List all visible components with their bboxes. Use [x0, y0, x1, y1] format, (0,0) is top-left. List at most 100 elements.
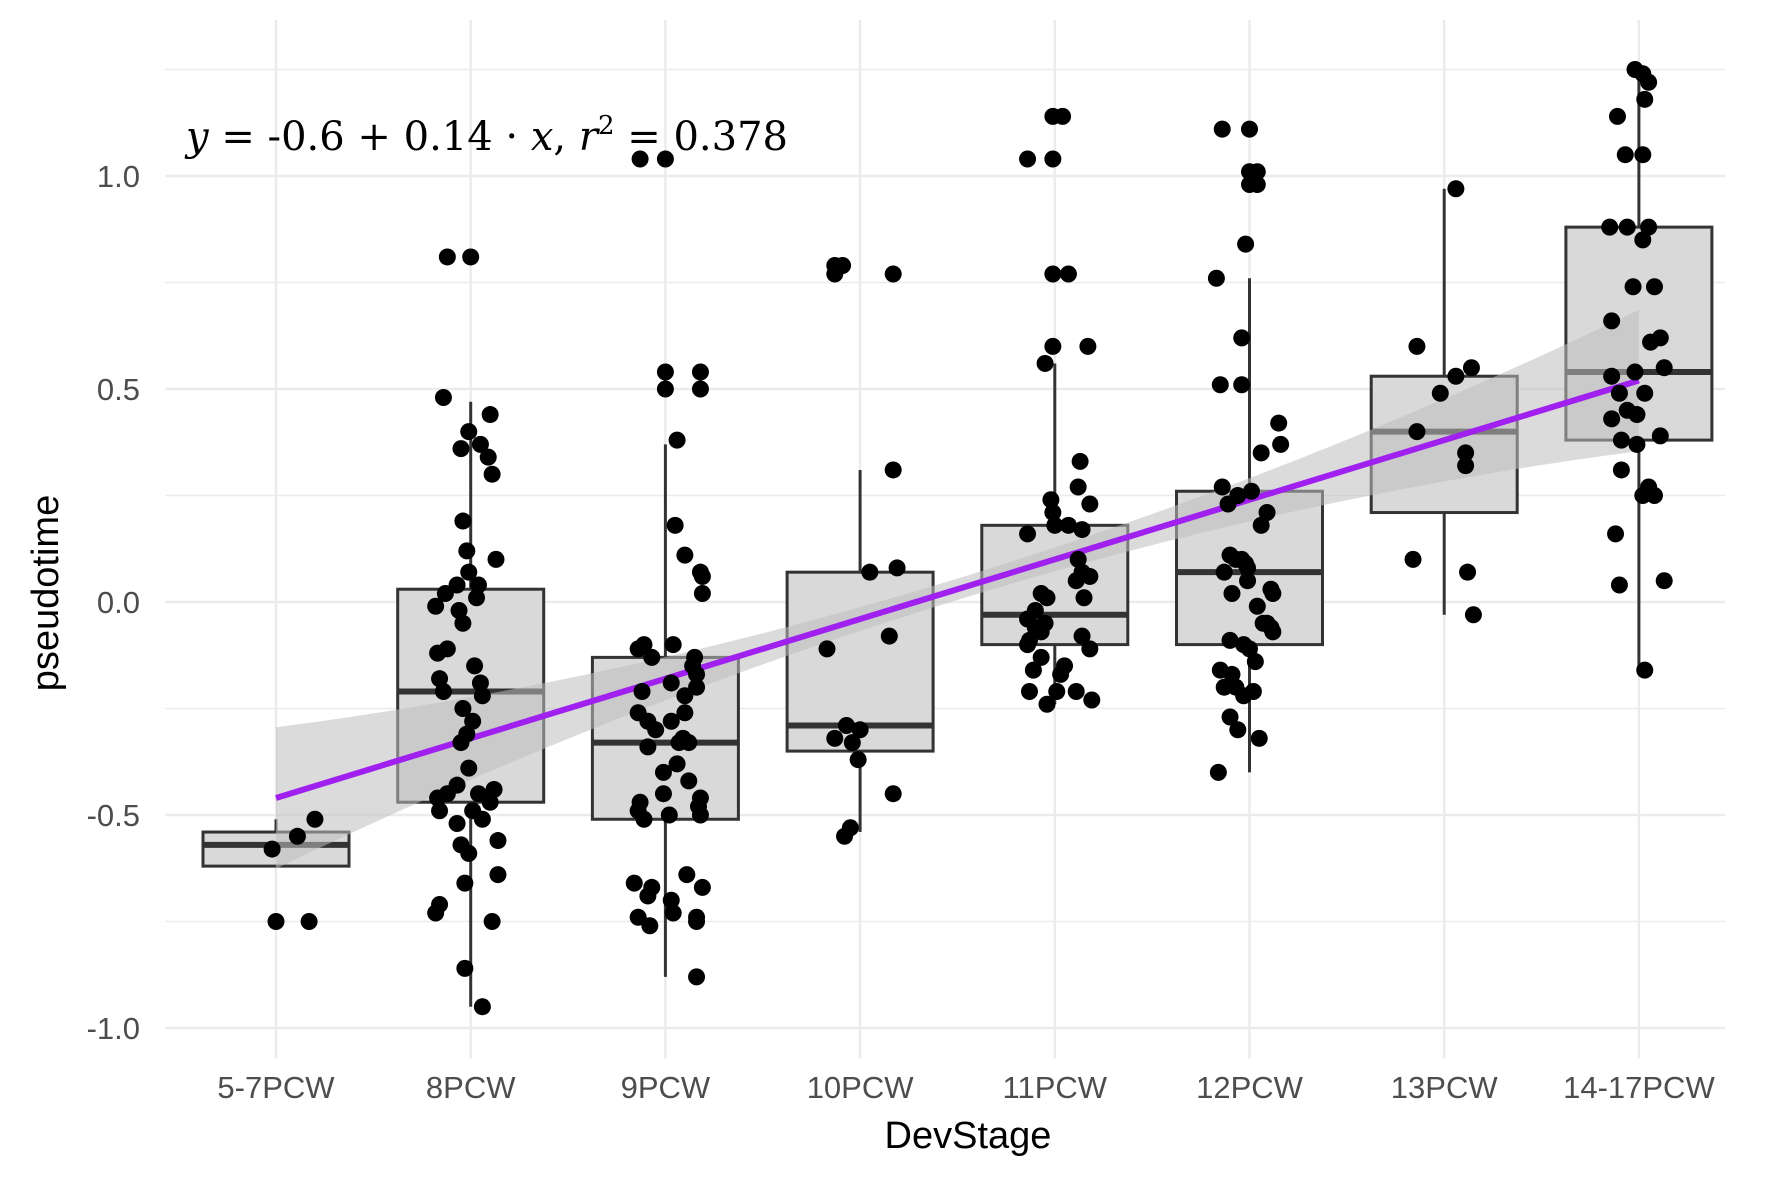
data-point: [888, 559, 906, 577]
data-point: [688, 913, 706, 930]
data-point: [1636, 661, 1654, 679]
data-point: [680, 772, 698, 790]
y-tick-label: -1.0: [87, 1011, 140, 1046]
data-point: [837, 717, 855, 735]
data-point: [1069, 550, 1087, 568]
r-squared-exponent: 2: [598, 111, 615, 141]
data-point: [1601, 218, 1619, 236]
data-point: [1081, 567, 1099, 585]
data-point: [1069, 478, 1087, 496]
data-point: [460, 423, 478, 441]
data-point: [647, 721, 665, 739]
data-point: [1038, 695, 1056, 713]
data-point: [1071, 452, 1089, 470]
data-point: [693, 878, 711, 896]
data-point: [633, 682, 651, 700]
data-point: [1059, 516, 1077, 534]
data-point: [454, 700, 472, 717]
data-point: [456, 874, 474, 892]
data-point: [263, 840, 281, 858]
data-point: [635, 810, 653, 828]
data-point: [1075, 589, 1093, 607]
data-point: [1246, 653, 1264, 671]
data-point: [489, 866, 507, 884]
data-point: [1213, 478, 1231, 496]
data-point: [460, 844, 478, 862]
data-point: [691, 806, 709, 824]
data-point: [688, 665, 706, 683]
data-point: [1248, 163, 1266, 181]
data-point: [427, 904, 445, 922]
data-point: [1081, 495, 1099, 513]
data-point: [668, 755, 686, 773]
data-point: [1223, 665, 1241, 683]
equation-separator: ,: [553, 114, 578, 160]
data-point: [473, 810, 491, 828]
data-point: [664, 904, 682, 922]
data-point: [662, 891, 680, 909]
data-point: [680, 734, 698, 752]
data-point: [1239, 559, 1257, 577]
data-point: [1233, 329, 1251, 347]
data-point: [639, 887, 657, 905]
data-point: [631, 150, 649, 168]
data-point: [691, 380, 709, 398]
data-point: [656, 150, 674, 168]
tick-labels: -1.0 -0.5 0.0 0.5 1.0 5-7PCW 8PCW 9PCW 10PCW 11PC…: [87, 159, 1716, 1105]
data-point: [1651, 427, 1669, 445]
data-point: [1258, 504, 1276, 522]
data-point: [1272, 435, 1290, 453]
data-point: [629, 908, 647, 926]
data-point: [1042, 491, 1060, 509]
data-point: [664, 636, 682, 654]
data-point: [654, 763, 672, 781]
data-point: [1634, 146, 1652, 164]
data-point: [1640, 73, 1658, 91]
data-point: [643, 648, 661, 666]
data-point: [693, 584, 711, 602]
data-point: [666, 516, 684, 534]
data-point: [1044, 337, 1062, 355]
data-point: [454, 614, 472, 632]
data-point: [1036, 354, 1054, 372]
data-point: [1054, 107, 1072, 125]
data-point: [1636, 90, 1654, 108]
data-point: [483, 913, 501, 930]
data-point: [448, 815, 466, 833]
data-point: [1447, 180, 1465, 198]
r-squared-value: = 0.378: [615, 114, 788, 160]
data-point: [1642, 333, 1660, 351]
data-point: [1464, 606, 1482, 624]
data-point: [818, 640, 836, 658]
data-point: [462, 248, 480, 266]
data-point: [1248, 597, 1266, 615]
data-point: [1248, 176, 1266, 194]
regression-line: [275, 377, 1640, 801]
data-point: [1083, 691, 1101, 709]
data-point: [448, 576, 466, 594]
r-squared-var: r: [579, 114, 601, 160]
data-point: [481, 793, 499, 811]
data-point: [473, 998, 491, 1016]
data-point: [1044, 504, 1062, 522]
data-point: [1067, 572, 1085, 590]
data-point: [1610, 384, 1628, 402]
data-point: [1056, 657, 1074, 675]
data-point: [1219, 495, 1237, 513]
data-point: [288, 827, 306, 845]
data-point: [676, 704, 694, 722]
data-point: [1636, 384, 1654, 402]
data-point: [1457, 444, 1475, 462]
data-point: [849, 751, 867, 769]
data-point: [1019, 636, 1037, 654]
data-point: [1408, 423, 1426, 441]
data-point: [1044, 265, 1062, 283]
data-point: [880, 627, 898, 645]
data-point: [656, 363, 674, 381]
data-point: [471, 435, 489, 453]
data-point: [851, 721, 869, 739]
data-point: [1215, 563, 1233, 581]
data-point: [688, 968, 706, 986]
